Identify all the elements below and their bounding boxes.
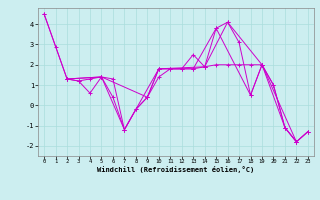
X-axis label: Windchill (Refroidissement éolien,°C): Windchill (Refroidissement éolien,°C) — [97, 166, 255, 173]
